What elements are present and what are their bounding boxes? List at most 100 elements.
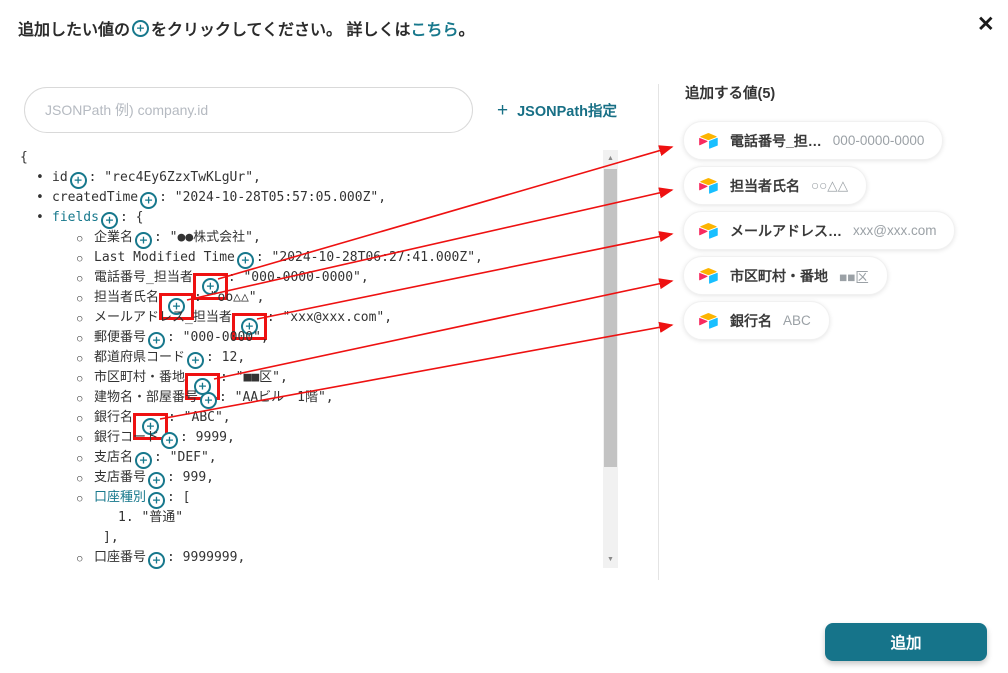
chip-label: 銀行名 bbox=[730, 312, 772, 329]
json-line: ○ メールアドレス_担当者 +: "xxx@xxx.com", bbox=[0, 308, 600, 340]
list-bullet: ○ bbox=[77, 313, 83, 324]
add-value-icon[interactable]: + bbox=[236, 252, 254, 269]
json-key-expandable[interactable]: 口座種別 bbox=[94, 490, 147, 505]
selected-value-chip[interactable]: 電話番号_担… 000-0000-0000 bbox=[683, 121, 944, 160]
list-bullet: ○ bbox=[77, 233, 83, 244]
selected-value-chip[interactable]: メールアドレス… xxx@xxx.com bbox=[683, 211, 956, 250]
add-value-icon[interactable]: + bbox=[142, 418, 160, 435]
json-key: 銀行コード bbox=[94, 430, 160, 445]
chip-label: メールアドレス… bbox=[730, 222, 842, 239]
chip-row: 市区町村・番地 ■■区 bbox=[683, 256, 955, 295]
dialog-title: 追加したい値の + をクリックしてください。 詳しくは こちら 。 bbox=[18, 16, 475, 40]
add-value-icon[interactable]: + bbox=[148, 492, 166, 509]
json-key: id bbox=[52, 170, 68, 185]
json-key: 担当者氏名 bbox=[94, 290, 160, 305]
help-link[interactable]: こちら bbox=[410, 22, 459, 39]
list-bullet: ○ bbox=[77, 453, 83, 464]
json-text: : { bbox=[119, 210, 144, 225]
add-value-icon[interactable]: + bbox=[148, 472, 166, 489]
json-line: ○ 郵便番号 +: "000-0000", bbox=[0, 328, 600, 349]
chip-value: ABC bbox=[783, 313, 811, 328]
json-text: : "2024-10-28T05:57:05.000Z", bbox=[159, 190, 387, 205]
json-text: : "AAビル 1階", bbox=[219, 390, 334, 405]
json-line: ○ 支店名 +: "DEF", bbox=[0, 448, 600, 469]
json-key-expandable[interactable]: fields bbox=[52, 210, 99, 225]
json-text: : "oo△△", bbox=[194, 290, 265, 305]
json-text: : "2024-10-28T06:27:41.000Z", bbox=[255, 250, 483, 265]
airtable-icon bbox=[699, 177, 718, 194]
json-line: ○ 担当者氏名 + : "oo△△", bbox=[0, 288, 600, 320]
jsonpath-add-button[interactable]: + JSONPath指定 bbox=[491, 94, 623, 126]
chip-row: 担当者氏名 ○○△△ bbox=[683, 166, 955, 205]
list-bullet: ○ bbox=[77, 293, 83, 304]
json-text: : "DEF", bbox=[154, 450, 217, 465]
add-value-icon[interactable]: + bbox=[140, 192, 158, 209]
chip-value: xxx@xxx.com bbox=[853, 223, 937, 238]
json-line: 1. "普通" bbox=[0, 508, 600, 528]
add-value-icon[interactable]: + bbox=[100, 212, 118, 229]
json-key: メールアドレス_担当者 bbox=[94, 310, 232, 325]
selected-values-header: 追加する値(5) bbox=[685, 86, 776, 102]
chip-value: 000-0000-0000 bbox=[832, 133, 925, 148]
list-bullet: ○ bbox=[77, 413, 83, 424]
scrollbar[interactable]: ▲ ▼ bbox=[603, 150, 618, 568]
add-value-icon[interactable]: + bbox=[168, 298, 186, 315]
add-value-icon[interactable]: + bbox=[187, 352, 205, 369]
list-bullet: ○ bbox=[77, 553, 83, 564]
add-value-icon-highlighted[interactable]: + bbox=[159, 293, 195, 320]
json-key: 支店番号 bbox=[94, 470, 147, 485]
close-icon[interactable]: ✕ bbox=[977, 13, 995, 36]
add-value-icon[interactable]: + bbox=[148, 332, 166, 349]
airtable-icon bbox=[699, 312, 718, 329]
json-text: : "000-0000", bbox=[167, 330, 269, 345]
add-value-icon[interactable]: + bbox=[161, 432, 179, 449]
add-value-icon[interactable]: + bbox=[69, 172, 87, 189]
add-value-icon[interactable]: + bbox=[135, 232, 153, 249]
title-text-post: をクリックしてください。 詳しくは bbox=[151, 22, 411, 39]
json-line: ○ 企業名 +: "●●株式会社", bbox=[0, 228, 600, 249]
chip-value: ○○△△ bbox=[811, 177, 849, 193]
add-value-icon[interactable]: + bbox=[135, 452, 153, 469]
json-text: ], bbox=[103, 530, 119, 545]
json-line: ○ 銀行コード +: 9999, bbox=[0, 428, 600, 449]
jsonpath-search-input[interactable] bbox=[24, 87, 473, 133]
jsonpath-add-label: JSONPath指定 bbox=[517, 103, 618, 120]
list-bullet: ○ bbox=[77, 253, 83, 264]
json-key: 建物名・部屋番号 bbox=[94, 390, 199, 405]
json-line: { bbox=[0, 148, 600, 168]
airtable-icon bbox=[699, 132, 718, 149]
json-text: : 9999, bbox=[180, 430, 235, 445]
scrollbar-down-arrow[interactable]: ▼ bbox=[607, 556, 614, 563]
add-value-icon[interactable]: + bbox=[148, 552, 166, 569]
panel-divider bbox=[658, 84, 659, 580]
json-key: createdTime bbox=[52, 190, 139, 205]
selected-value-chip[interactable]: 銀行名 ABC bbox=[683, 301, 830, 340]
json-text: 1. "普通" bbox=[118, 510, 184, 525]
json-text: : 9999999, bbox=[167, 550, 246, 565]
json-line: • fields +: { bbox=[0, 208, 600, 229]
add-value-icon-highlighted[interactable]: + bbox=[133, 413, 169, 440]
json-tree: {• id +: "rec4Ey6ZzxTwKLgUr", • createdTime +… bbox=[0, 148, 600, 569]
json-line: ○ 支店番号 +: 999, bbox=[0, 468, 600, 489]
selected-values-list: 電話番号_担… 000-0000-0000 担当者氏名 ○○△△ メールアドレス… x… bbox=[683, 121, 956, 346]
airtable-icon bbox=[699, 267, 718, 284]
add-value-icon[interactable]: + bbox=[200, 392, 218, 409]
chip-label: 市区町村・番地 bbox=[730, 267, 828, 284]
scrollbar-up-arrow[interactable]: ▲ bbox=[607, 155, 614, 162]
list-bullet: ○ bbox=[77, 433, 83, 444]
add-button[interactable]: 追加 bbox=[825, 623, 987, 661]
json-text: : [ bbox=[167, 490, 191, 505]
json-text: : "ABC", bbox=[168, 410, 231, 425]
chip-row: メールアドレス… xxx@xxx.com bbox=[683, 211, 956, 250]
json-text: : "rec4Ey6ZzxTwKLgUr", bbox=[88, 170, 261, 185]
selected-value-chip[interactable]: 市区町村・番地 ■■区 bbox=[683, 256, 888, 295]
json-text: : 12, bbox=[206, 350, 246, 365]
json-line: • createdTime +: "2024-10-28T05:57:05.000Z… bbox=[0, 188, 600, 209]
list-bullet: • bbox=[36, 210, 44, 225]
scrollbar-thumb[interactable] bbox=[604, 169, 617, 467]
selected-value-chip[interactable]: 担当者氏名 ○○△△ bbox=[683, 166, 868, 205]
title-text-end: 。 bbox=[458, 22, 475, 39]
json-line: ○ 銀行名 +: "ABC", bbox=[0, 408, 600, 440]
json-line: ○ 電話番号_担当者 +: "000-0000-0000", bbox=[0, 268, 600, 300]
list-bullet: ○ bbox=[77, 473, 83, 484]
